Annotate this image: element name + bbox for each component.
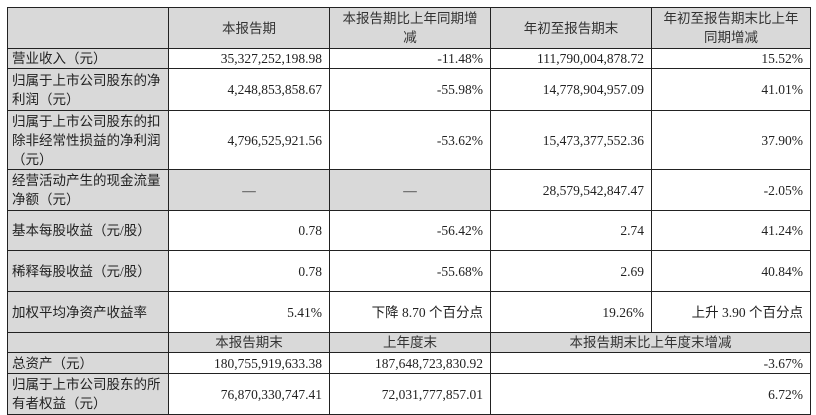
cell-ytd-change: 41.01% <box>651 68 811 111</box>
table-row: 总资产（元） 180,755,919,633.38 187,648,723,83… <box>7 352 811 374</box>
row-label: 稀释每股收益（元/股） <box>7 250 169 292</box>
table-row: 归属于上市公司股东的所有者权益（元） 76,870,330,747.41 72,… <box>7 373 811 415</box>
table-row: 基本每股收益（元/股） 0.78 -56.42% 2.74 41.24% <box>7 210 811 251</box>
row-label: 营业收入（元） <box>7 48 169 69</box>
row-label: 基本每股收益（元/股） <box>7 210 169 251</box>
cell-current-change: -56.42% <box>329 210 491 251</box>
cell-ytd-change: 40.84% <box>651 250 811 292</box>
row-label: 归属于上市公司股东的扣除非经常性损益的净利润（元） <box>7 110 169 170</box>
cell-current-change: 下降 8.70 个百分点 <box>329 291 491 333</box>
financial-summary-table: 本报告期 本报告期比上年同期增减 年初至报告期末 年初至报告期末比上年同期增减 … <box>7 7 811 415</box>
cell-current: 4,248,853,858.67 <box>168 68 330 111</box>
row-label: 总资产（元） <box>7 352 169 374</box>
header-current-change: 本报告期比上年同期增减 <box>329 7 491 49</box>
sub-header-prev-year-end: 上年度末 <box>329 332 491 353</box>
cell-change: -3.67% <box>490 352 811 374</box>
cell-ytd-change: 37.90% <box>651 110 811 170</box>
cell-current-change: -55.68% <box>329 250 491 292</box>
sub-header-period-end: 本报告期末 <box>168 332 330 353</box>
sub-header-empty <box>7 332 169 353</box>
row-label: 加权平均净资产收益率 <box>7 291 169 333</box>
cell-prev-year-end: 72,031,777,857.01 <box>329 373 491 415</box>
cell-change: 6.72% <box>490 373 811 415</box>
cell-ytd: 19.26% <box>490 291 652 333</box>
cell-current-change: — <box>329 169 491 211</box>
cell-period-end: 76,870,330,747.41 <box>168 373 330 415</box>
header-row: 本报告期 本报告期比上年同期增减 年初至报告期末 年初至报告期末比上年同期增减 <box>7 7 811 49</box>
sub-header-row: 本报告期末 上年度末 本报告期末比上年度末增减 <box>7 332 811 353</box>
cell-current: 0.78 <box>168 210 330 251</box>
header-current-period: 本报告期 <box>168 7 330 49</box>
cell-ytd: 2.69 <box>490 250 652 292</box>
cell-ytd: 111,790,004,878.72 <box>490 48 652 69</box>
cell-ytd: 15,473,377,552.36 <box>490 110 652 170</box>
table-row: 稀释每股收益（元/股） 0.78 -55.68% 2.69 40.84% <box>7 250 811 292</box>
cell-period-end: 180,755,919,633.38 <box>168 352 330 374</box>
cell-ytd: 14,778,904,957.09 <box>490 68 652 111</box>
table-row: 经营活动产生的现金流量净额（元） — — 28,579,542,847.47 -… <box>7 169 811 211</box>
cell-ytd-change: 15.52% <box>651 48 811 69</box>
cell-current: — <box>168 169 330 211</box>
cell-current-change: -53.62% <box>329 110 491 170</box>
cell-current: 4,796,525,921.56 <box>168 110 330 170</box>
cell-current-change: -11.48% <box>329 48 491 69</box>
cell-current: 5.41% <box>168 291 330 333</box>
cell-ytd-change: -2.05% <box>651 169 811 211</box>
row-label: 经营活动产生的现金流量净额（元） <box>7 169 169 211</box>
cell-ytd-change: 上升 3.90 个百分点 <box>651 291 811 333</box>
header-empty <box>7 7 169 49</box>
sub-header-change: 本报告期末比上年度末增减 <box>490 332 811 353</box>
header-ytd-change: 年初至报告期末比上年同期增减 <box>651 7 811 49</box>
cell-current: 0.78 <box>168 250 330 292</box>
row-label: 归属于上市公司股东的净利润（元） <box>7 68 169 111</box>
cell-current: 35,327,252,198.98 <box>168 48 330 69</box>
table-row: 营业收入（元） 35,327,252,198.98 -11.48% 111,79… <box>7 48 811 69</box>
cell-ytd: 28,579,542,847.47 <box>490 169 652 211</box>
cell-ytd: 2.74 <box>490 210 652 251</box>
cell-ytd-change: 41.24% <box>651 210 811 251</box>
cell-current-change: -55.98% <box>329 68 491 111</box>
cell-prev-year-end: 187,648,723,830.92 <box>329 352 491 374</box>
table-row: 归属于上市公司股东的扣除非经常性损益的净利润（元） 4,796,525,921.… <box>7 110 811 170</box>
header-ytd: 年初至报告期末 <box>490 7 652 49</box>
table-row: 归属于上市公司股东的净利润（元） 4,248,853,858.67 -55.98… <box>7 68 811 111</box>
table-row: 加权平均净资产收益率 5.41% 下降 8.70 个百分点 19.26% 上升 … <box>7 291 811 333</box>
row-label: 归属于上市公司股东的所有者权益（元） <box>7 373 169 415</box>
